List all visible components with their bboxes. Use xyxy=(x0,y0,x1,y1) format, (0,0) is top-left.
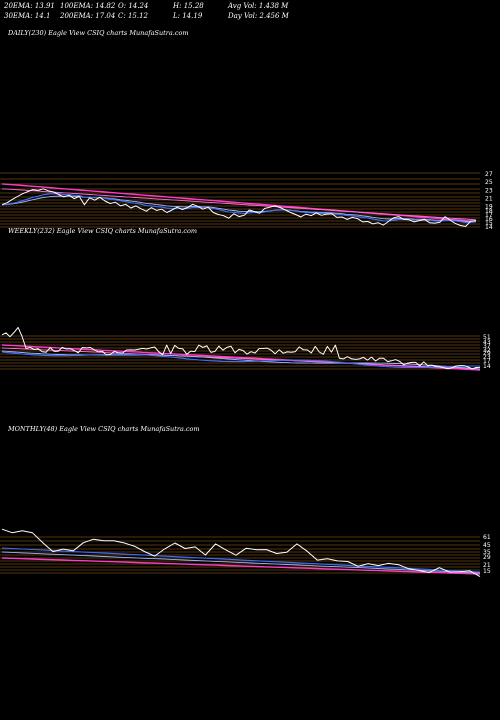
header-row2-item: 200EMA: 17.04 xyxy=(59,12,115,20)
header-row1-item: 20EMA: 13.91 xyxy=(3,2,55,10)
monthly-panel-title: MONTHLY(48) Eagle View CSIQ charts Munaf… xyxy=(7,425,200,433)
ema-100-line xyxy=(1,188,477,221)
price-tick-label: 27 xyxy=(485,171,493,178)
header-row1-item: Avg Vol: 1.438 M xyxy=(227,2,289,10)
price-tick-label: 43 xyxy=(483,339,491,346)
price-tick-label: 16 xyxy=(485,216,493,223)
header-row2-item: 30EMA: 14.1 xyxy=(4,12,50,20)
ema-20-line xyxy=(1,351,481,369)
indicator-header: 20EMA: 13.91 100EMA: 14.82 O: 14.24 H: 15.2… xyxy=(3,2,290,20)
price-line xyxy=(1,326,481,370)
price-tick-label: 23 xyxy=(483,354,491,361)
daily-panel-title: DAILY(230) Eagle View CSIQ charts Munafa… xyxy=(7,29,189,37)
ema-30-line xyxy=(1,195,477,222)
price-tick-label: 21 xyxy=(483,562,491,569)
header-row2-item: L: 14.19 xyxy=(172,12,203,20)
header-row1-item: H: 15.28 xyxy=(172,2,204,10)
header-row1-item: 100EMA: 14.82 xyxy=(60,2,116,10)
price-tick-label: 14 xyxy=(485,224,493,231)
price-tick-label: 37 xyxy=(483,343,491,350)
price-tick-label: 35 xyxy=(483,549,491,556)
price-line xyxy=(1,528,481,578)
price-tick-label: 61 xyxy=(483,534,491,541)
price-tick-label: 17 xyxy=(483,358,491,365)
price-tick-label: 29 xyxy=(483,350,491,357)
price-tick-label: 21 xyxy=(485,196,493,203)
price-line xyxy=(1,188,477,227)
ema-100-line xyxy=(1,347,481,370)
price-tick-label: 51 xyxy=(483,334,491,341)
price-tick-label: 23 xyxy=(485,187,493,194)
header-row2-item: Day Vol: 2.456 M xyxy=(227,12,290,20)
ema-20-line xyxy=(1,547,481,573)
price-tick-label: 14 xyxy=(483,363,491,370)
price-tick-label: 29 xyxy=(483,554,491,561)
weekly-panel-title: WEEKLY(232) Eagle View CSIQ charts Munaf… xyxy=(8,227,197,235)
price-tick-label: 45 xyxy=(483,542,491,549)
price-tick-label: 17 xyxy=(485,212,493,219)
price-tick-label: 15 xyxy=(483,568,491,575)
price-tick-label: 19 xyxy=(485,204,493,211)
ema-200-line xyxy=(1,183,477,223)
price-tick-label: 15 xyxy=(485,220,493,227)
price-tick-label: 25 xyxy=(485,179,493,186)
price-tick-label: 18 xyxy=(485,208,493,215)
header-row1-item: O: 14.24 xyxy=(118,2,148,10)
ema-200-line xyxy=(1,557,481,575)
ema-20-line xyxy=(1,193,477,224)
header-row2-item: C: 15.12 xyxy=(118,12,149,20)
ema-30-line xyxy=(1,551,481,574)
price-tick-label: 32 xyxy=(483,347,491,354)
